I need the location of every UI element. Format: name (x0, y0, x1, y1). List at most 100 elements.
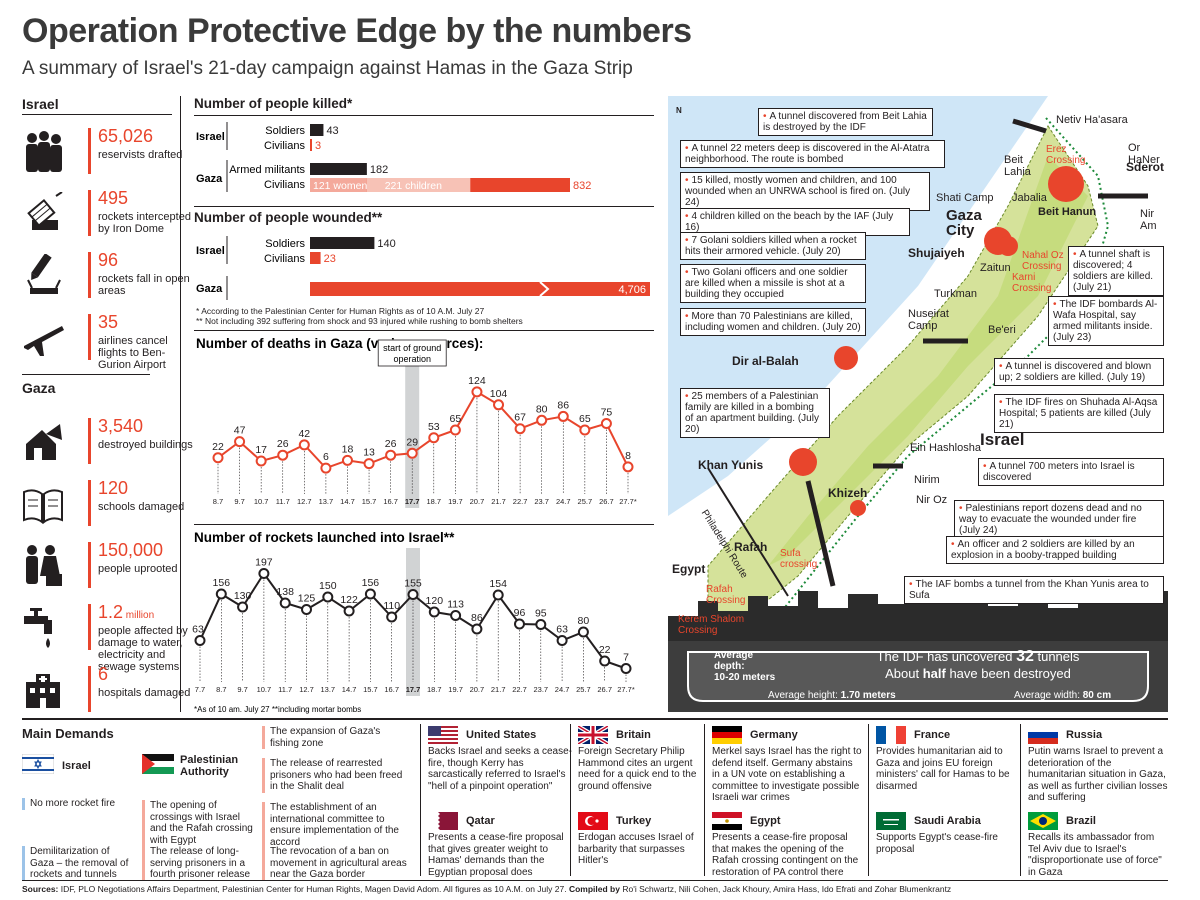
map-note-6: More than 70 Palestinians are killed, in… (680, 308, 866, 336)
data-point (556, 635, 568, 646)
map-note-10: A tunnel is discovered and blown up; 2 s… (994, 358, 1164, 386)
data-point (599, 655, 611, 667)
killed-value-2: 182 (370, 164, 388, 176)
killed-row-2-label: Armed militants (229, 164, 305, 176)
tick-label: 8.7 (216, 685, 226, 694)
gaza-stat-label: hospitals damaged (98, 687, 191, 699)
data-point (301, 604, 312, 615)
tick-label: 25.7 (576, 685, 591, 694)
data-point (535, 619, 547, 630)
data-point (212, 452, 224, 464)
pa-demand-1: The release of long-serving prisoners in… (142, 846, 254, 881)
gaza-stat-value: 1.2 million (98, 602, 155, 622)
israel-flag-icon (22, 754, 54, 774)
tick-label: 17.7 (406, 685, 421, 694)
data-point (428, 606, 440, 618)
airplane-icon (22, 316, 64, 360)
palestine-flag-icon (142, 754, 174, 774)
tick-label: 26.7 (597, 685, 612, 694)
country-text: Foreign Secretary Philip Hammond cites a… (578, 746, 697, 792)
map-note-0: A tunnel discovered from Beit Lahia is d… (758, 108, 933, 136)
data-label: 125 (298, 593, 316, 605)
tick-label: 23.7 (533, 685, 548, 694)
pa-demand-2: The expansion of Gaza's fishing zone (262, 726, 407, 749)
israel-rule (22, 114, 172, 115)
tick-label: 11.7 (278, 685, 292, 694)
place-gaza-city: Gaza City (946, 207, 982, 239)
data-label: 197 (255, 557, 273, 569)
data-point (406, 447, 418, 459)
book-icon (22, 482, 64, 526)
israel-demand-0: No more rocket fire (22, 798, 134, 810)
demand-pa-label: Palestinian Authority (180, 754, 239, 778)
map-note-9: The IDF bombards Al-Wafa Hospital, say a… (1048, 296, 1164, 346)
data-point (237, 601, 249, 613)
ground-operation-label-1: start of ground (383, 343, 441, 353)
place-sufa-crossing: Sufa crossing (780, 548, 818, 570)
page-title: Operation Protective Edge by the numbers (22, 12, 692, 50)
iron-dome-icon (22, 191, 64, 236)
wounded-bar-1 (310, 252, 321, 264)
place-sderot: Sderot (1126, 160, 1165, 174)
tick-label: 14.7 (342, 685, 357, 694)
pa-demand-0: The opening of crossings with Israel and… (142, 800, 254, 846)
rockets-footnote: *As of 10 am. July 27 **including mortar… (194, 705, 361, 714)
data-point (298, 439, 310, 451)
data-label: 150 (319, 580, 337, 592)
data-label: 124 (468, 375, 486, 387)
pa-demand-4: The establishment of an international co… (262, 802, 407, 848)
tick-label: 10.7 (257, 685, 272, 694)
germany-flag-icon (712, 726, 742, 744)
data-point (215, 588, 227, 600)
tick-label: 20.7 (470, 685, 485, 694)
data-point (622, 461, 634, 473)
map-note-2: 15 killed, mostly women and children, an… (680, 172, 930, 211)
data-label: 42 (298, 428, 310, 440)
country-text: Supports Egypt's cease-fire proposal (876, 832, 998, 855)
data-point (322, 591, 334, 603)
qatar-flag-icon (428, 812, 458, 830)
killed-bar-1 (310, 139, 312, 151)
israel-stat-label: rockets fall in open areas (98, 273, 190, 297)
ground-operation-label-2: operation (393, 354, 431, 364)
data-label: 138 (276, 586, 294, 598)
israel-demand-1: Demilitarization of Gaza – the removal o… (22, 846, 134, 881)
data-label: 95 (535, 608, 547, 620)
wounded-bar-0 (310, 237, 375, 249)
data-label: 155 (404, 578, 422, 590)
data-point (449, 424, 461, 436)
map-note-12: A tunnel 700 meters into Israel is disco… (978, 458, 1164, 486)
data-label: 22 (212, 441, 224, 453)
country-divider (570, 724, 571, 876)
country-divider (868, 724, 869, 876)
data-label: 13 (363, 447, 375, 459)
country-name: Qatar (466, 815, 495, 827)
wounded-row-0-label: Soldiers (265, 238, 305, 250)
tick-label: 15.7 (363, 685, 378, 694)
data-point (579, 424, 591, 436)
gaza-stat-0: 3,540 destroyed buildings (22, 416, 193, 476)
place-nuseirat-camp: Nuseirat Camp (908, 308, 949, 332)
data-label: 96 (514, 607, 526, 619)
killed-row-0-label: Soldiers (265, 125, 305, 137)
data-point (364, 588, 376, 600)
data-label: 67 (514, 412, 526, 424)
tick-label: 19.7 (448, 685, 463, 694)
israel-stat-3: 35 airlines cancel flights to Ben-Gurion … (22, 312, 172, 372)
country-text: Recalls its ambassador from Tel Aviv due… (1028, 832, 1162, 878)
country-name: Turkey (616, 815, 652, 827)
map-note-1: A tunnel 22 meters deep is discovered in… (680, 140, 945, 168)
israel-stat-value: 35 (98, 312, 119, 332)
gaza-stat-label: destroyed buildings (98, 439, 193, 451)
killed-bar-women (310, 178, 367, 192)
demands-heading: Main Demands (22, 726, 114, 741)
data-label: 6 (323, 451, 329, 463)
data-point (385, 449, 397, 461)
map-israel-label: Israel (980, 430, 1025, 449)
place-or-haner: Or HaNer (1128, 142, 1160, 166)
tick-label: 19.7 (448, 497, 463, 506)
data-label: 130 (234, 590, 252, 602)
country-name: Britain (616, 729, 651, 741)
wounded-chart: Israel Gaza Soldiers Civilians 140 23 4,70… (196, 236, 650, 300)
data-label: 110 (383, 600, 400, 612)
